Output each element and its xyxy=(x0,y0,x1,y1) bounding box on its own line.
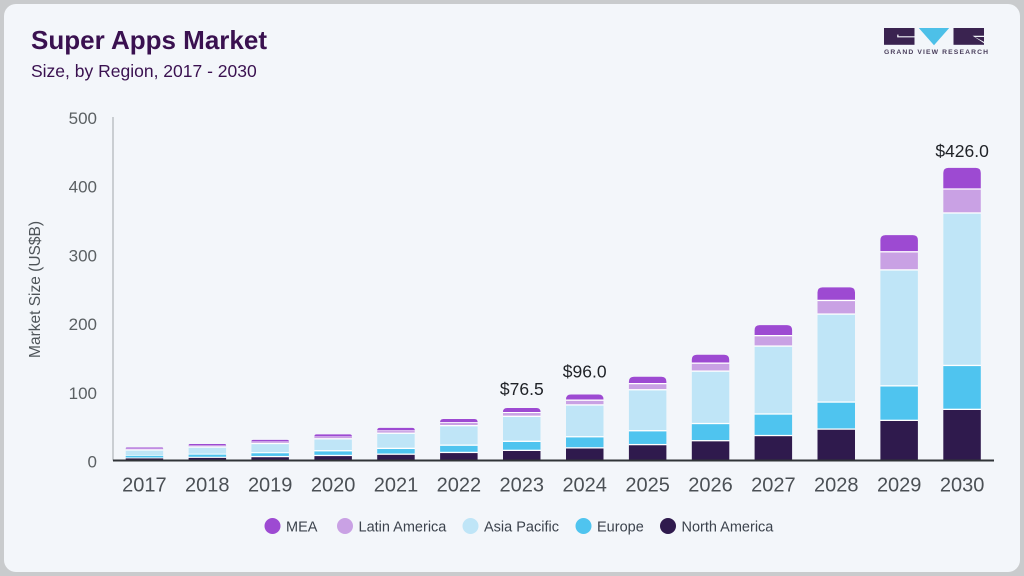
svg-text:Market Size (US$B): Market Size (US$B) xyxy=(27,221,44,358)
svg-text:2029: 2029 xyxy=(877,475,922,497)
svg-text:2018: 2018 xyxy=(185,475,230,497)
svg-text:100: 100 xyxy=(69,384,97,403)
svg-text:North America: North America xyxy=(682,520,775,536)
svg-text:2026: 2026 xyxy=(688,475,733,497)
svg-text:2021: 2021 xyxy=(374,475,419,497)
svg-text:400: 400 xyxy=(69,178,97,197)
svg-text:0: 0 xyxy=(88,453,97,472)
svg-text:$76.5: $76.5 xyxy=(500,379,544,399)
svg-text:Latin America: Latin America xyxy=(359,520,448,536)
svg-text:2030: 2030 xyxy=(940,475,985,497)
svg-text:2017: 2017 xyxy=(122,475,167,497)
svg-text:2019: 2019 xyxy=(248,475,293,497)
svg-text:500: 500 xyxy=(69,109,97,128)
svg-text:300: 300 xyxy=(69,246,97,265)
svg-text:MEA: MEA xyxy=(286,520,318,536)
svg-text:Europe: Europe xyxy=(597,520,644,536)
svg-text:2027: 2027 xyxy=(751,475,796,497)
svg-text:2022: 2022 xyxy=(437,475,482,497)
svg-text:2024: 2024 xyxy=(562,475,607,497)
svg-text:2025: 2025 xyxy=(625,475,670,497)
svg-text:200: 200 xyxy=(69,315,97,334)
svg-text:2020: 2020 xyxy=(311,475,356,497)
svg-text:2023: 2023 xyxy=(500,475,545,497)
svg-text:$426.0: $426.0 xyxy=(935,141,989,161)
svg-text:Asia Pacific: Asia Pacific xyxy=(484,520,559,536)
svg-text:$96.0: $96.0 xyxy=(563,362,607,382)
svg-text:2028: 2028 xyxy=(814,475,859,497)
